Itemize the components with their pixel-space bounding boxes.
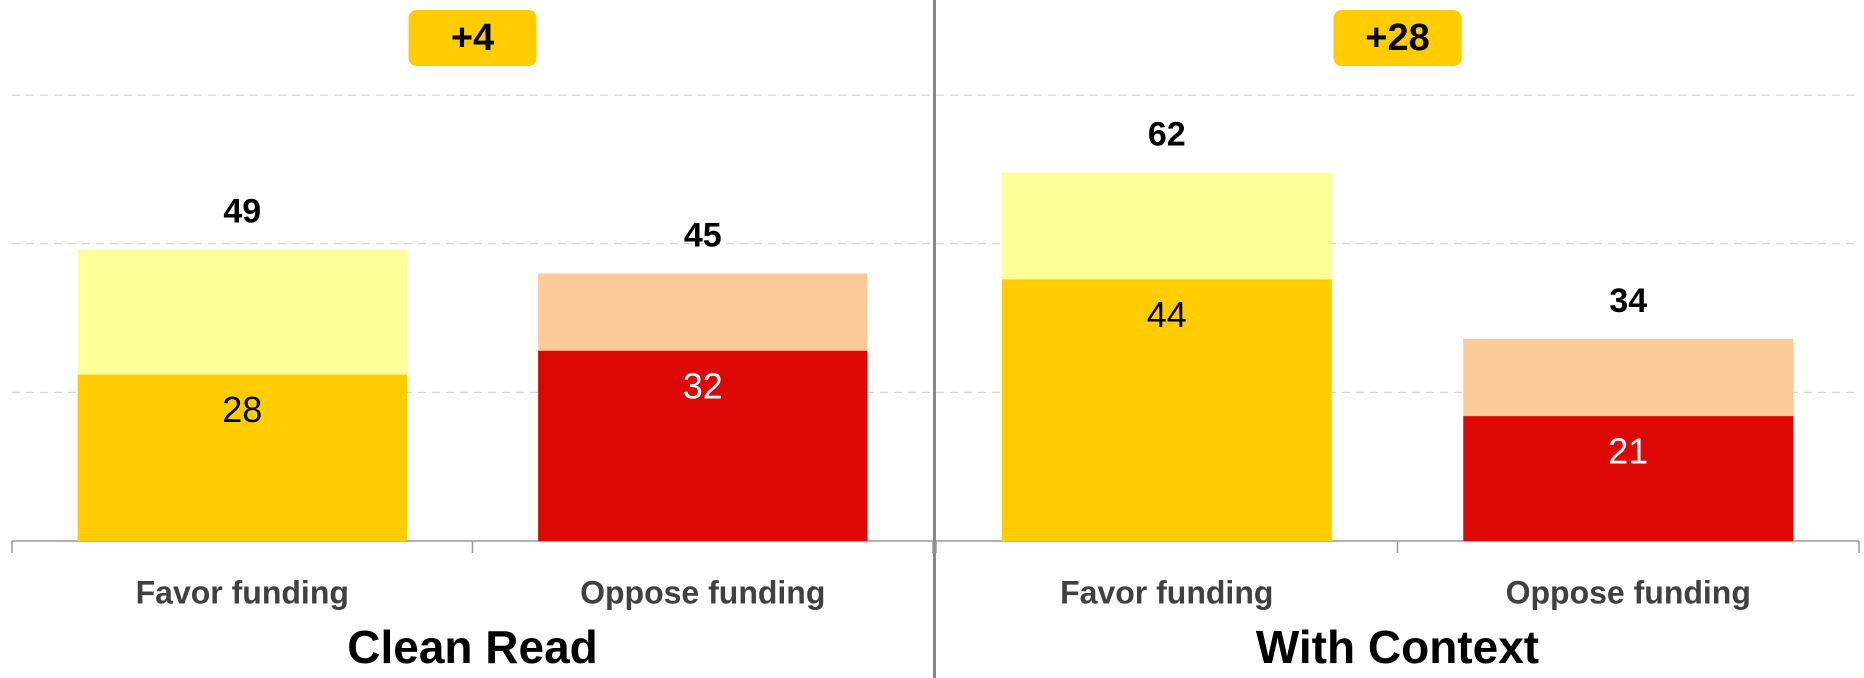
annotation-box — [1333, 10, 1462, 66]
total-label: 49 — [223, 193, 261, 231]
bar — [538, 350, 868, 541]
total-label: 45 — [684, 216, 722, 254]
x-tick-label: Favor funding — [136, 574, 349, 610]
bar — [1001, 279, 1332, 541]
bar — [1463, 416, 1794, 541]
segment-label: 44 — [1147, 294, 1187, 335]
annotation: +28 — [1365, 17, 1429, 59]
total-label: 62 — [1148, 115, 1186, 153]
bar — [77, 374, 407, 541]
x-tick-label: Oppose funding — [1506, 574, 1751, 610]
segment-label: 32 — [683, 365, 723, 406]
x-tick-label: Oppose funding — [580, 574, 825, 610]
segment-label: 21 — [1608, 431, 1648, 472]
total-label: 34 — [1609, 282, 1647, 320]
panel-title: With Context — [1256, 621, 1539, 673]
annotation: +4 — [451, 17, 494, 59]
segment-label: 28 — [222, 389, 262, 430]
panel-title: Clean Read — [347, 621, 598, 673]
annotation-box — [408, 10, 537, 66]
x-tick-label: Favor funding — [1060, 574, 1273, 610]
